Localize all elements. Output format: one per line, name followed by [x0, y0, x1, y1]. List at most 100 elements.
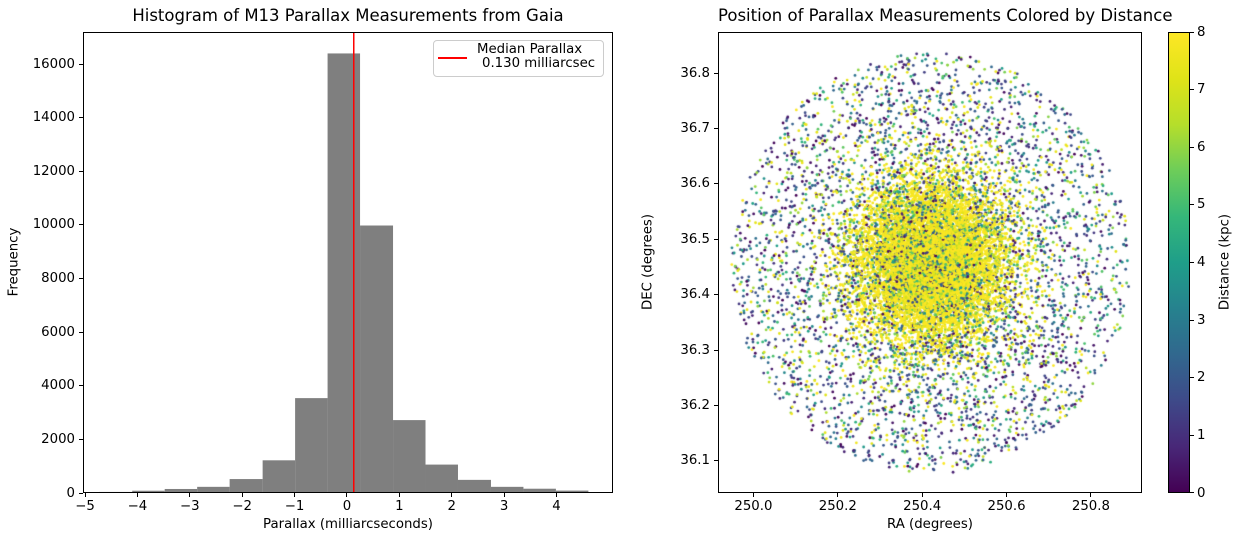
scatter-y-tick-label: 36.3 — [680, 342, 710, 358]
histogram-y-tick-mark — [79, 63, 83, 65]
scatter-y-tick-mark — [714, 183, 718, 185]
colorbar-label: Distance (kpc) — [1217, 213, 1233, 311]
colorbar-tick-mark — [1190, 377, 1194, 379]
histogram-x-tick-label: 4 — [552, 499, 561, 514]
histogram-x-tick-label: −1 — [284, 499, 305, 514]
histogram-bar — [164, 488, 198, 493]
colorbar-tick-mark — [1190, 146, 1194, 148]
colorbar-tick-label: 4 — [1197, 255, 1206, 270]
scatter-x-tick-label: 250.2 — [818, 499, 857, 514]
scatter-ylabel: DEC (degrees) — [640, 213, 656, 311]
colorbar — [1168, 32, 1190, 493]
colorbar-tick-label: 8 — [1197, 24, 1206, 40]
scatter-x-tick-mark — [752, 493, 754, 497]
scatter-x-tick-label: 250.0 — [734, 499, 773, 514]
histogram-y-tick-mark — [79, 385, 83, 387]
legend-median-line-sample — [438, 57, 467, 59]
histogram-bar — [295, 398, 328, 493]
colorbar-tick-label: 1 — [1197, 427, 1206, 443]
colorbar-tick-mark — [1190, 491, 1194, 493]
colorbar-tick-label: 2 — [1197, 370, 1206, 386]
scatter-canvas — [718, 32, 1142, 493]
histogram-y-tick-label: 0 — [66, 485, 75, 501]
histogram-y-tick-mark — [79, 331, 83, 333]
histogram-x-tick-mark — [241, 493, 243, 497]
scatter-y-tick-label: 36.6 — [680, 176, 710, 192]
histogram-y-tick-label: 6000 — [41, 324, 75, 340]
histogram-x-tick-mark — [451, 493, 453, 497]
scatter-xlabel: RA (degrees) — [887, 517, 973, 532]
histogram-xlabel: Parallax (milliarcseconds) — [263, 517, 433, 532]
histogram-bar — [229, 479, 263, 493]
colorbar-tick-label: 6 — [1197, 139, 1206, 155]
colorbar-tick-mark — [1190, 434, 1194, 436]
histogram-bar — [327, 53, 361, 493]
colorbar-tick-mark — [1190, 31, 1194, 33]
histogram-x-tick-label: 1 — [395, 499, 404, 514]
histogram-bar — [523, 488, 556, 493]
histogram-y-tick-label: 2000 — [41, 431, 75, 447]
histogram-bar — [457, 479, 491, 493]
histogram-y-tick-mark — [79, 117, 83, 119]
histogram-bar — [99, 491, 133, 493]
histogram-x-tick-label: 2 — [447, 499, 456, 514]
histogram-bar — [425, 464, 458, 493]
scatter-y-tick-label: 36.4 — [680, 287, 710, 303]
histogram-x-tick-label: −2 — [232, 499, 252, 514]
scatter-x-tick-mark — [1090, 493, 1092, 497]
histogram-y-tick-label: 8000 — [41, 271, 75, 287]
histogram-y-tick-mark — [79, 438, 83, 440]
histogram-bar — [197, 486, 230, 493]
histogram-bars — [99, 32, 589, 493]
colorbar-tick-mark — [1190, 204, 1194, 206]
histogram-bar — [393, 420, 426, 493]
histogram-x-tick-mark — [503, 493, 505, 497]
histogram-x-tick-mark — [136, 493, 138, 497]
histogram-x-tick-label: 3 — [499, 499, 509, 514]
legend-label-line1: Median Parallax — [477, 42, 583, 57]
histogram-y-tick-label: 12000 — [32, 163, 75, 179]
scatter-y-tick-label: 36.7 — [680, 120, 710, 136]
histogram-bar — [132, 490, 165, 493]
scatter-y-tick-label: 36.2 — [680, 397, 710, 413]
histogram-x-tick-mark — [346, 493, 348, 497]
scatter-y-tick-label: 36.5 — [680, 231, 710, 247]
scatter-x-tick-label: 250.8 — [1071, 499, 1110, 514]
scatter-y-tick-mark — [714, 294, 718, 296]
histogram-y-tick-label: 16000 — [32, 56, 75, 72]
histogram-x-tick-label: −4 — [127, 499, 148, 514]
histogram-y-tick-label: 14000 — [32, 110, 75, 126]
histogram-x-tick-label: −3 — [180, 499, 200, 514]
scatter-y-tick-mark — [714, 349, 718, 351]
scatter-y-tick-mark — [714, 238, 718, 240]
colorbar-tick-mark — [1190, 89, 1194, 91]
scatter-x-tick-mark — [921, 493, 923, 497]
scatter-title: Position of Parallax Measurements Colore… — [718, 6, 1173, 25]
histogram-y-tick-mark — [79, 492, 83, 494]
scatter-y-tick-mark — [714, 404, 718, 406]
histogram-bar — [490, 486, 524, 493]
colorbar-tick-mark — [1190, 262, 1194, 263]
colorbar-tick-mark — [1190, 319, 1194, 321]
histogram-y-tick-label: 10000 — [32, 217, 75, 233]
histogram-bar — [262, 460, 296, 493]
colorbar-tick-label: 3 — [1197, 312, 1206, 328]
histogram-bar — [555, 490, 589, 493]
histogram-y-tick-mark — [79, 278, 83, 280]
histogram-y-tick-label: 4000 — [41, 378, 75, 394]
histogram-ylabel: Frequency — [6, 227, 22, 297]
histogram-bar — [360, 225, 394, 493]
histogram-title: Histogram of M13 Parallax Measurements f… — [132, 6, 564, 25]
scatter-y-tick-mark — [714, 72, 718, 74]
median-parallax-line — [353, 32, 355, 493]
histogram-x-tick-label: −5 — [75, 499, 95, 514]
scatter-y-tick-label: 36.8 — [680, 65, 710, 81]
histogram-y-tick-mark — [79, 170, 83, 172]
scatter-x-tick-label: 250.4 — [903, 499, 942, 514]
legend-label: Median Parallax 0.130 milliarcsec — [477, 43, 595, 71]
colorbar-tick-label: 5 — [1197, 197, 1206, 213]
histogram-x-tick-mark — [398, 493, 400, 497]
colorbar-tick-label: 0 — [1197, 485, 1206, 501]
scatter-x-tick-label: 250.6 — [987, 499, 1026, 514]
